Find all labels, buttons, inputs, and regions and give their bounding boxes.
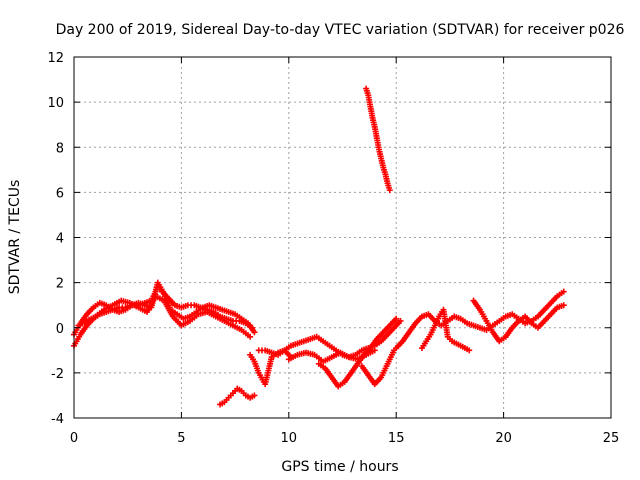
y-tick-label: 10 [47, 96, 64, 111]
y-tick-label: 0 [56, 322, 64, 337]
data-layer [71, 85, 567, 408]
y-tick-label: -4 [51, 412, 64, 427]
data-point [393, 315, 400, 322]
x-tick-label: 0 [70, 431, 78, 446]
grid-layer [74, 57, 611, 418]
x-tick-label: 25 [603, 431, 620, 446]
chart-title: Day 200 of 2019, Sidereal Day-to-day VTE… [56, 22, 625, 38]
x-axis-title: GPS time / hours [281, 459, 398, 475]
data-point [466, 347, 473, 354]
data-point [247, 333, 254, 340]
data-point [397, 317, 404, 324]
data-point [386, 187, 393, 194]
y-tick-label: 6 [56, 186, 64, 201]
y-tick-label: 4 [56, 232, 64, 247]
y-tick-label: 2 [56, 277, 64, 292]
data-point [251, 392, 258, 399]
series-track-10 [363, 85, 393, 194]
x-tick-label: 20 [495, 431, 512, 446]
y-axis-title: SDTVAR / TECUs [7, 180, 23, 295]
data-point [371, 347, 378, 354]
x-tick-label: 5 [177, 431, 185, 446]
y-tick-label: 8 [56, 141, 64, 156]
x-tick-label: 10 [281, 431, 298, 446]
y-tick-label: -2 [51, 367, 64, 382]
data-point [251, 329, 258, 336]
y-tick-label: 12 [47, 51, 64, 66]
series-track-6 [255, 317, 404, 361]
series-track-13 [470, 297, 567, 345]
series-track-2 [71, 279, 258, 338]
series-track-11 [393, 288, 567, 352]
data-point [560, 302, 567, 309]
series-track-3 [75, 293, 254, 340]
x-tick-label: 15 [388, 431, 405, 446]
series-track-4 [217, 385, 258, 408]
series-track-12 [418, 306, 473, 354]
series-track-8 [315, 315, 400, 390]
tick-layer: 0 5 10 15 20 25 -4 -2 0 2 4 6 8 10 12 [47, 51, 619, 446]
data-point [560, 288, 567, 295]
series-track-9 [358, 347, 398, 388]
